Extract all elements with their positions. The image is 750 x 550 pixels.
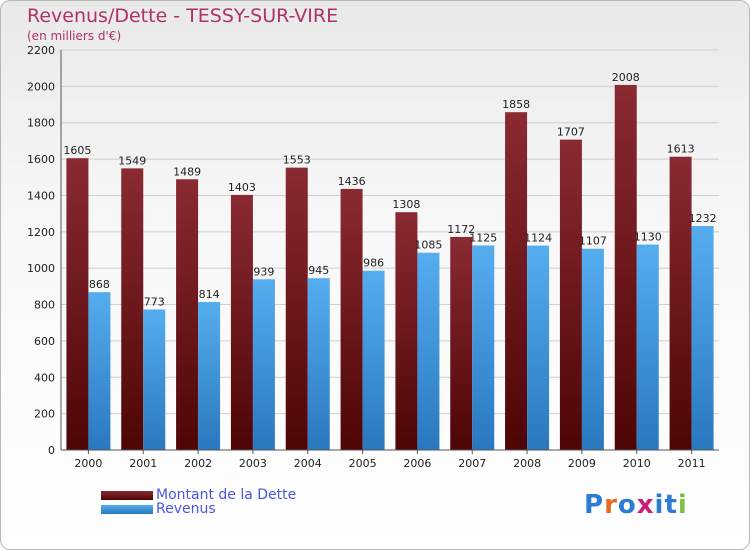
logo-letter: i — [654, 490, 665, 520]
legend-item-dette: Montant de la Dette — [101, 487, 296, 503]
bar-revenus — [307, 278, 330, 450]
bar-revenus — [198, 302, 221, 450]
data-label-dette: 1553 — [283, 154, 311, 167]
bar-revenus — [362, 270, 385, 450]
data-label-revenus: 939 — [253, 265, 274, 278]
bar-dette — [176, 179, 199, 451]
y-tick-label: 1000 — [27, 262, 55, 275]
data-label-dette: 1403 — [228, 181, 256, 194]
chart-title: Revenus/Dette - TESSY-SUR-VIRE — [27, 5, 339, 27]
logo-letter: i — [677, 490, 688, 520]
logo-letter: P — [584, 490, 605, 520]
data-label-revenus: 1130 — [634, 231, 662, 244]
y-tick-label: 0 — [48, 444, 55, 457]
bar-revenus — [88, 292, 111, 450]
data-label-dette: 1613 — [667, 143, 695, 156]
x-tick-label: 2004 — [294, 457, 322, 470]
bar-dette — [450, 236, 473, 450]
data-label-dette: 1436 — [338, 175, 366, 188]
bar-revenus — [581, 248, 604, 450]
legend-item-revenus: Revenus — [101, 501, 216, 517]
legend-swatch-revenus — [101, 504, 153, 514]
data-label-revenus: 986 — [363, 257, 384, 270]
data-label-revenus: 1124 — [524, 232, 552, 245]
bar-dette — [614, 84, 637, 450]
data-label-dette: 1308 — [392, 198, 420, 211]
x-tick-label: 2010 — [623, 457, 651, 470]
x-tick-label: 2003 — [239, 457, 267, 470]
bar-dette — [66, 158, 89, 450]
data-label-revenus: 814 — [199, 288, 220, 301]
bar-dette — [505, 112, 528, 450]
data-label-revenus: 1085 — [414, 239, 442, 252]
data-label-revenus: 1125 — [469, 231, 497, 244]
bar-revenus — [691, 226, 714, 450]
data-label-revenus: 1107 — [579, 235, 607, 248]
bar-dette — [340, 188, 363, 450]
bar-revenus — [417, 252, 440, 450]
x-tick-label: 2001 — [129, 457, 157, 470]
bar-revenus — [636, 244, 659, 450]
x-tick-label: 2006 — [403, 457, 431, 470]
data-label-dette: 1172 — [447, 223, 475, 236]
x-tick-label: 2002 — [184, 457, 212, 470]
legend-label-dette: Montant de la Dette — [156, 487, 297, 503]
legend-label-revenus: Revenus — [156, 501, 216, 517]
y-tick-label: 1400 — [27, 189, 55, 202]
bar-dette — [285, 167, 308, 451]
y-tick-label: 1600 — [27, 153, 55, 166]
x-tick-label: 2009 — [568, 457, 596, 470]
bar-revenus — [252, 279, 275, 450]
y-tick-label: 800 — [34, 299, 55, 312]
x-tick-label: 2000 — [74, 457, 102, 470]
y-tick-label: 2000 — [27, 80, 55, 93]
bar-dette — [230, 194, 253, 450]
bar-revenus — [143, 309, 166, 450]
bar-revenus — [472, 245, 495, 450]
legend-swatch-dette — [101, 490, 153, 500]
y-tick-label: 400 — [34, 371, 55, 384]
data-label-revenus: 868 — [89, 278, 110, 291]
logo-letter: o — [617, 490, 637, 520]
proxiti-logo: Proxiti — [584, 490, 688, 520]
x-tick-label: 2005 — [349, 457, 377, 470]
y-tick-label: 2200 — [27, 44, 55, 57]
bar-dette — [121, 168, 144, 450]
bar-dette — [559, 139, 582, 451]
data-label-dette: 1549 — [118, 154, 146, 167]
logo-letter: x — [636, 490, 655, 520]
chart-subtitle: (en milliers d'€) — [27, 29, 122, 43]
data-label-revenus: 773 — [144, 295, 165, 308]
y-tick-label: 600 — [34, 335, 55, 348]
logo-letter: t — [664, 490, 678, 520]
data-label-dette: 1489 — [173, 165, 201, 178]
data-label-revenus: 1232 — [689, 212, 717, 225]
logo-letter: r — [604, 490, 618, 520]
x-tick-label: 2007 — [458, 457, 486, 470]
data-label-dette: 1858 — [502, 98, 530, 111]
bar-dette — [395, 212, 418, 450]
y-tick-label: 200 — [34, 408, 55, 421]
y-tick-label: 1800 — [27, 117, 55, 130]
x-tick-label: 2011 — [678, 457, 706, 470]
bar-revenus — [527, 245, 550, 450]
data-label-dette: 2008 — [612, 71, 640, 84]
y-tick-label: 1200 — [27, 226, 55, 239]
data-label-revenus: 945 — [308, 264, 329, 277]
data-label-dette: 1605 — [63, 144, 91, 157]
bar-dette — [669, 156, 692, 450]
x-tick-label: 2008 — [513, 457, 541, 470]
data-label-dette: 1707 — [557, 126, 585, 139]
